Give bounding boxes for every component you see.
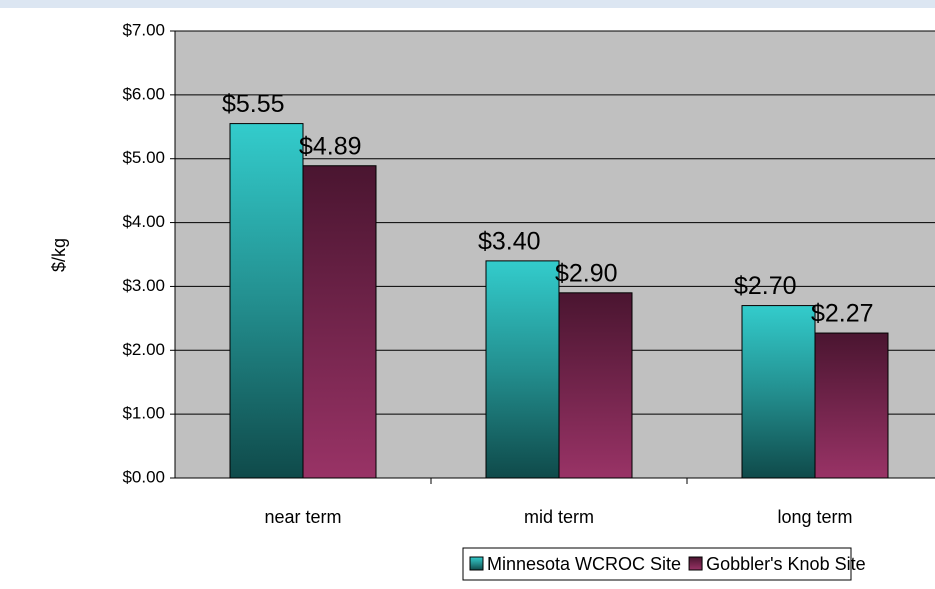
legend-label: Gobbler's Knob Site: [706, 554, 866, 574]
top-strip: [0, 0, 935, 8]
legend-swatch: [688, 556, 703, 571]
data-label: $5.55: [222, 90, 285, 118]
y-tick-label: $4.00: [122, 212, 165, 231]
data-label: $2.70: [734, 272, 797, 300]
data-label: $4.89: [299, 132, 362, 160]
bar: [741, 305, 816, 479]
legend-box: [462, 547, 852, 581]
bar: [302, 165, 377, 479]
legend-swatch: [469, 556, 484, 571]
data-label: $3.40: [478, 227, 541, 255]
data-label: $2.27: [811, 300, 874, 328]
x-tick-label: mid term: [524, 507, 594, 527]
x-tick-label: long term: [777, 507, 852, 527]
bar: [485, 260, 560, 479]
y-tick-label: $0.00: [122, 467, 165, 486]
y-tick-label: $3.00: [122, 276, 165, 295]
bar: [229, 123, 304, 479]
legend-label: Minnesota WCROC Site: [487, 554, 681, 574]
y-tick-label: $5.00: [122, 148, 165, 167]
data-label: $2.90: [555, 259, 618, 287]
y-tick-label: $6.00: [122, 84, 165, 103]
legend: Minnesota WCROC Site Gobbler's Knob Site: [462, 547, 866, 581]
y-tick-label: $7.00: [122, 20, 165, 39]
y-tick-label: $2.00: [122, 340, 165, 359]
x-tick-label: near term: [264, 507, 341, 527]
bar: [814, 332, 889, 479]
bar: [558, 292, 633, 479]
y-axis-label: $/kg: [49, 238, 69, 272]
y-tick-label: $1.00: [122, 404, 165, 423]
